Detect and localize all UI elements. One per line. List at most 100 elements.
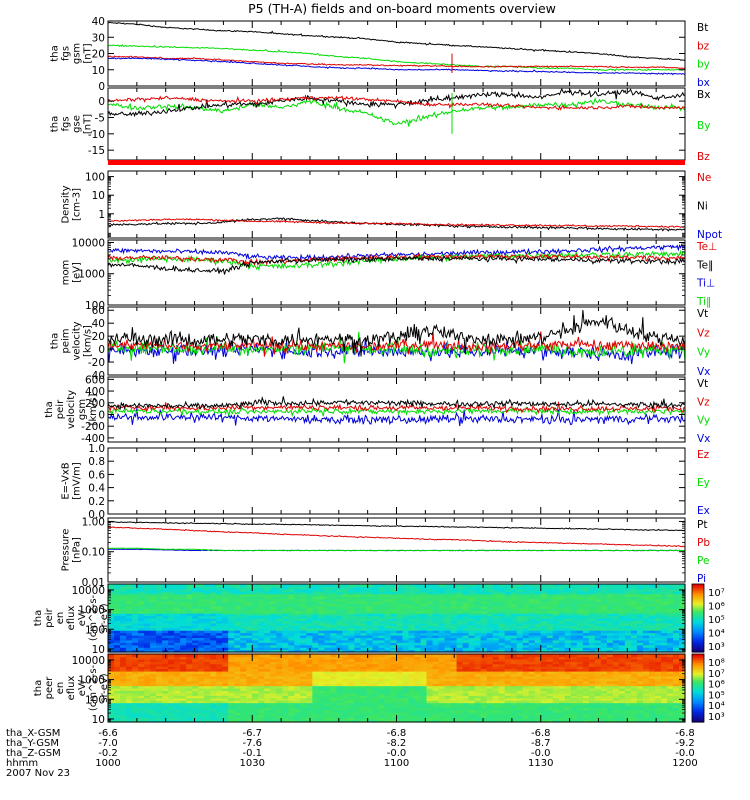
spectrogram-cell bbox=[402, 622, 410, 626]
spectrogram-cell bbox=[456, 615, 464, 619]
spectrogram-cell bbox=[432, 637, 440, 641]
spectrogram-cell bbox=[522, 622, 530, 626]
spectrogram-cell bbox=[648, 596, 656, 600]
spectrogram-cell bbox=[300, 707, 307, 711]
spectrogram-cell bbox=[150, 675, 157, 679]
spectrogram-cell bbox=[240, 620, 247, 624]
spectrogram-cell bbox=[312, 605, 319, 609]
spectrogram-cell bbox=[288, 620, 295, 624]
spectrogram-cell bbox=[432, 647, 440, 651]
spectrogram-cell bbox=[234, 622, 241, 626]
spectrogram-cell bbox=[282, 719, 289, 723]
spectrogram-cell bbox=[414, 635, 422, 639]
spectrogram-cell bbox=[552, 622, 560, 626]
spectrogram-cell bbox=[408, 719, 416, 723]
legend-Te‖: Te‖ bbox=[696, 259, 713, 271]
spectrogram-cell bbox=[498, 601, 506, 605]
spectrogram-cell bbox=[282, 695, 289, 699]
spectrogram-cell bbox=[594, 644, 602, 648]
spectrogram-cell bbox=[300, 601, 307, 605]
spectrogram-cell bbox=[288, 656, 295, 660]
spectrogram-cell bbox=[618, 622, 626, 626]
spectrogram-cell bbox=[174, 654, 181, 658]
spectrogram-cell bbox=[600, 613, 608, 617]
spectrogram-cell bbox=[276, 673, 283, 677]
spectrogram-cell bbox=[366, 593, 374, 597]
series-Ni-line bbox=[108, 217, 685, 232]
spectrogram-cell bbox=[552, 608, 560, 612]
spectrogram-cell bbox=[498, 620, 506, 624]
spectrogram-cell bbox=[372, 685, 380, 689]
spectrogram-cell bbox=[378, 601, 386, 605]
spectrogram-cell bbox=[330, 613, 337, 617]
spectrogram-cell bbox=[168, 705, 175, 709]
spectrogram-cell bbox=[234, 663, 241, 667]
spectrogram-cell bbox=[216, 658, 223, 662]
spectrogram-cell bbox=[384, 658, 392, 662]
spectrogram-cell bbox=[372, 705, 380, 709]
spectrogram-cell bbox=[306, 671, 313, 675]
spectrogram-cell bbox=[132, 603, 139, 607]
spectrogram-cell bbox=[138, 712, 145, 716]
spectrogram-cell bbox=[144, 673, 151, 677]
spectrogram-cell bbox=[468, 625, 476, 629]
colorbar-segment bbox=[692, 599, 704, 602]
spectrogram-cell bbox=[300, 688, 307, 692]
spectrogram-cell bbox=[168, 658, 175, 662]
spectrogram-cell bbox=[234, 586, 241, 590]
spectrogram-cell bbox=[372, 678, 380, 682]
y-tick-label: 20 bbox=[92, 49, 105, 61]
spectrogram-cell bbox=[306, 709, 313, 713]
spectrogram-cell bbox=[108, 613, 115, 617]
spectrogram-cell bbox=[240, 714, 247, 718]
spectrogram-cell bbox=[168, 593, 175, 597]
spectrogram-cell bbox=[270, 605, 277, 609]
spectrogram-cell bbox=[678, 622, 686, 626]
spectrogram-cell bbox=[174, 666, 181, 670]
spectrogram-cell bbox=[390, 666, 398, 670]
spectrogram-cell bbox=[378, 593, 386, 597]
spectrogram-cell bbox=[144, 635, 151, 639]
spectrogram-cell bbox=[216, 644, 223, 648]
spectrogram-cell bbox=[270, 668, 277, 672]
spectrogram-cell bbox=[192, 637, 199, 641]
spectrogram-cell bbox=[240, 661, 247, 665]
spectrogram-cell bbox=[390, 584, 398, 588]
spectrogram-cell bbox=[306, 692, 313, 696]
spectrogram-cell bbox=[438, 605, 446, 609]
spectrogram-cell bbox=[516, 642, 524, 646]
spectrogram-cell bbox=[366, 603, 374, 607]
spectrogram-cell bbox=[186, 692, 193, 696]
spectrogram-cell bbox=[594, 637, 602, 641]
colorbar-segment bbox=[692, 645, 704, 648]
spectrogram-cell bbox=[270, 692, 277, 696]
spectrogram-cell bbox=[336, 668, 344, 672]
spectrogram-cell bbox=[156, 608, 163, 612]
spectrogram-cell bbox=[204, 625, 211, 629]
spectrogram-cell bbox=[600, 598, 608, 602]
spectrogram-cell bbox=[150, 666, 157, 670]
spectrogram-cell bbox=[354, 605, 362, 609]
spectrogram-cell bbox=[630, 627, 638, 631]
spectrogram-cell bbox=[150, 635, 157, 639]
spectrogram-cell bbox=[240, 663, 247, 667]
spectrogram-cell bbox=[642, 635, 650, 639]
spectrogram-cell bbox=[120, 596, 127, 600]
spectrogram-cell bbox=[264, 683, 271, 687]
spectrogram-cell bbox=[258, 588, 265, 592]
spectrogram-cell bbox=[210, 618, 217, 622]
spectrogram-cell bbox=[246, 618, 253, 622]
spectrogram-cell bbox=[150, 707, 157, 711]
spectrogram-cell bbox=[300, 692, 307, 696]
spectrogram-cell bbox=[174, 680, 181, 684]
spectrogram-cell bbox=[144, 596, 151, 600]
spectrogram-cell bbox=[606, 644, 614, 648]
spectrogram-cell bbox=[252, 632, 259, 636]
spectrogram-cell bbox=[126, 613, 133, 617]
spectrogram-cell bbox=[612, 642, 620, 646]
spectrogram-cell bbox=[198, 714, 205, 718]
spectrogram-cell bbox=[630, 586, 638, 590]
spectrogram-cell bbox=[642, 639, 650, 643]
spectrogram-cell bbox=[288, 719, 295, 723]
spectrogram-cell bbox=[120, 593, 127, 597]
